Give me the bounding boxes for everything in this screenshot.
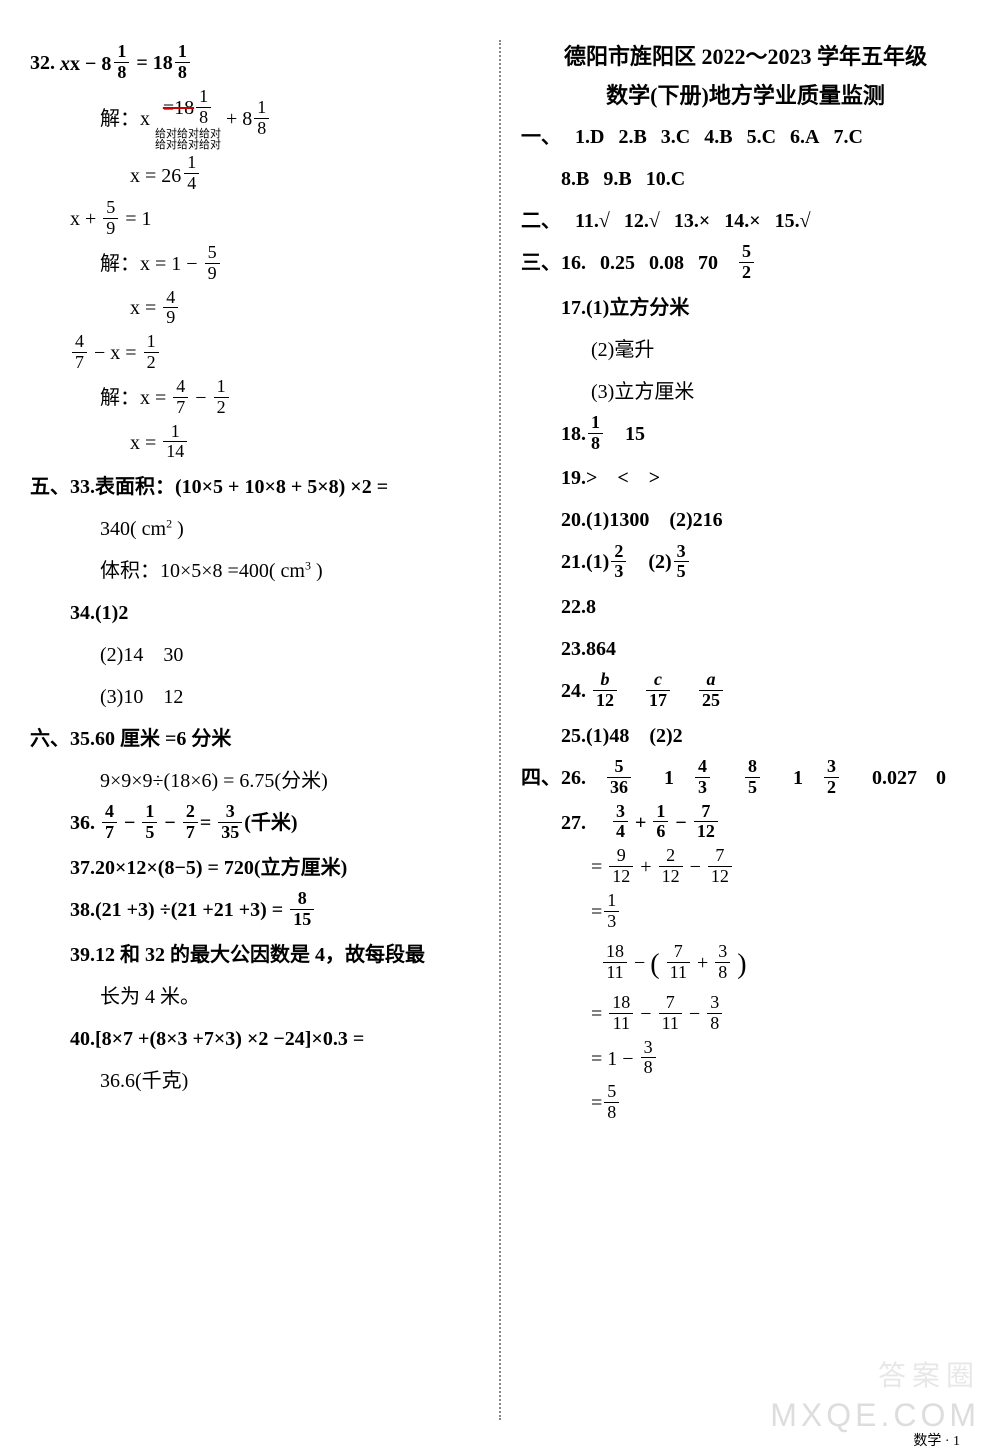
left-column: 32. xx − 818 = 1818 解：x =1818 给对给对给对 给对给…: [30, 40, 499, 1434]
q19: 19.> < >: [521, 459, 970, 497]
q32-step3: 解：x = 1 − 59: [30, 245, 479, 286]
q27-l2: = 912 + 212 − 712: [521, 848, 970, 889]
q17-b: (2)毫升: [521, 331, 970, 369]
q39-l2: 长为 4 米。: [30, 978, 479, 1016]
q38: 38.(21 +3) ÷(21 +21 +3) = 815: [30, 891, 479, 932]
sec2: 二、11.√12.√13.×14.×15.√: [521, 202, 970, 240]
q27-l6: = 1 − 38: [521, 1040, 970, 1081]
var-x: x: [60, 53, 70, 75]
q36: 36. 47 − 15 − 27= 335(千米): [30, 804, 479, 845]
q40-l2: 36.6(千克): [30, 1062, 479, 1100]
q32-eq: 32. xx − 818 = 1818: [30, 44, 479, 85]
strike-text: =18: [163, 97, 194, 119]
q17-a: 17.(1)立方分米: [521, 289, 970, 327]
sec1-row2: 8.B9.B10.C: [521, 160, 970, 198]
q22: 22.8: [521, 588, 970, 626]
sec3: 三、16.0.250.0870 52: [521, 244, 970, 285]
q32-eq3: 47 − x = 12: [30, 334, 479, 375]
q17-c: (3)立方厘米: [521, 373, 970, 411]
q33-l2: 340( cm2 ): [30, 510, 479, 548]
q27-l1: 27. 34 + 16 − 712: [521, 804, 970, 845]
q35-l1: 六、35.60 厘米 =6 分米: [30, 720, 479, 758]
exam-title-2: 数学(下册)地方学业质量监测: [521, 79, 970, 112]
page: 32. xx − 818 = 1818 解：x =1818 给对给对给对 给对给…: [0, 0, 1000, 1454]
q40-l1: 40.[8×7 +(8×3 +7×3) ×2 −24]×0.3 =: [30, 1020, 479, 1058]
q34-b: (2)14 30: [30, 636, 479, 674]
q34-c: (3)10 12: [30, 678, 479, 716]
q32-step2: x = 2614: [30, 155, 479, 196]
q32-step4: x = 49: [30, 289, 479, 330]
q20: 20.(1)1300 (2)216: [521, 501, 970, 539]
q37: 37.20×12×(8−5) = 720(立方厘米): [30, 849, 479, 887]
q34-a: 34.(1)2: [30, 594, 479, 632]
q32-step6: x = 114: [30, 424, 479, 465]
q32-eq2: x + 59 = 1: [30, 200, 479, 241]
q39-l1: 39.12 和 32 的最大公因数是 4，故每段最: [30, 936, 479, 974]
sec4: 四、26. 536 1 43 85 1 32 0.027 0: [521, 759, 970, 800]
q23: 23.864: [521, 630, 970, 668]
q32-step1: 解：x =1818 给对给对给对 给对给对给对 + 818: [30, 89, 479, 152]
right-column: 德阳市旌阳区 2022～2023 学年五年级 数学(下册)地方学业质量监测 一、…: [501, 40, 970, 1434]
q32-step5: 解：x = 47 − 12: [30, 379, 479, 420]
sec1-row1: 一、1.D2.B3.C4.B5.C6.A7.C: [521, 118, 970, 156]
q33-l1: 五、33.表面积：(10×5 + 10×8 + 5×8) ×2 =: [30, 468, 479, 506]
q18: 18.18 15: [521, 415, 970, 456]
q27-l3: =13: [521, 893, 970, 934]
exam-title-1: 德阳市旌阳区 2022～2023 学年五年级: [521, 40, 970, 73]
q33-l3: 体积：10×5×8 =400( cm3 ): [30, 552, 479, 590]
q35-l2: 9×9×9÷(18×6) = 6.75(分米): [30, 762, 479, 800]
page-footer: 数学 · 1: [913, 1430, 960, 1450]
q27-l5: = 1811 − 711 − 38: [521, 995, 970, 1036]
q25: 25.(1)48 (2)2: [521, 717, 970, 755]
q27-l4: 1811 − ( 711 + 38 ): [521, 938, 970, 991]
q24: 24. b12 c17 a25: [521, 672, 970, 713]
watermark-en: MXQE.COM: [770, 1397, 980, 1434]
q21: 21.(1)23 (2)35: [521, 543, 970, 584]
watermark-cn: 答案圈: [878, 1354, 980, 1394]
q27-l7: =58: [521, 1084, 970, 1125]
